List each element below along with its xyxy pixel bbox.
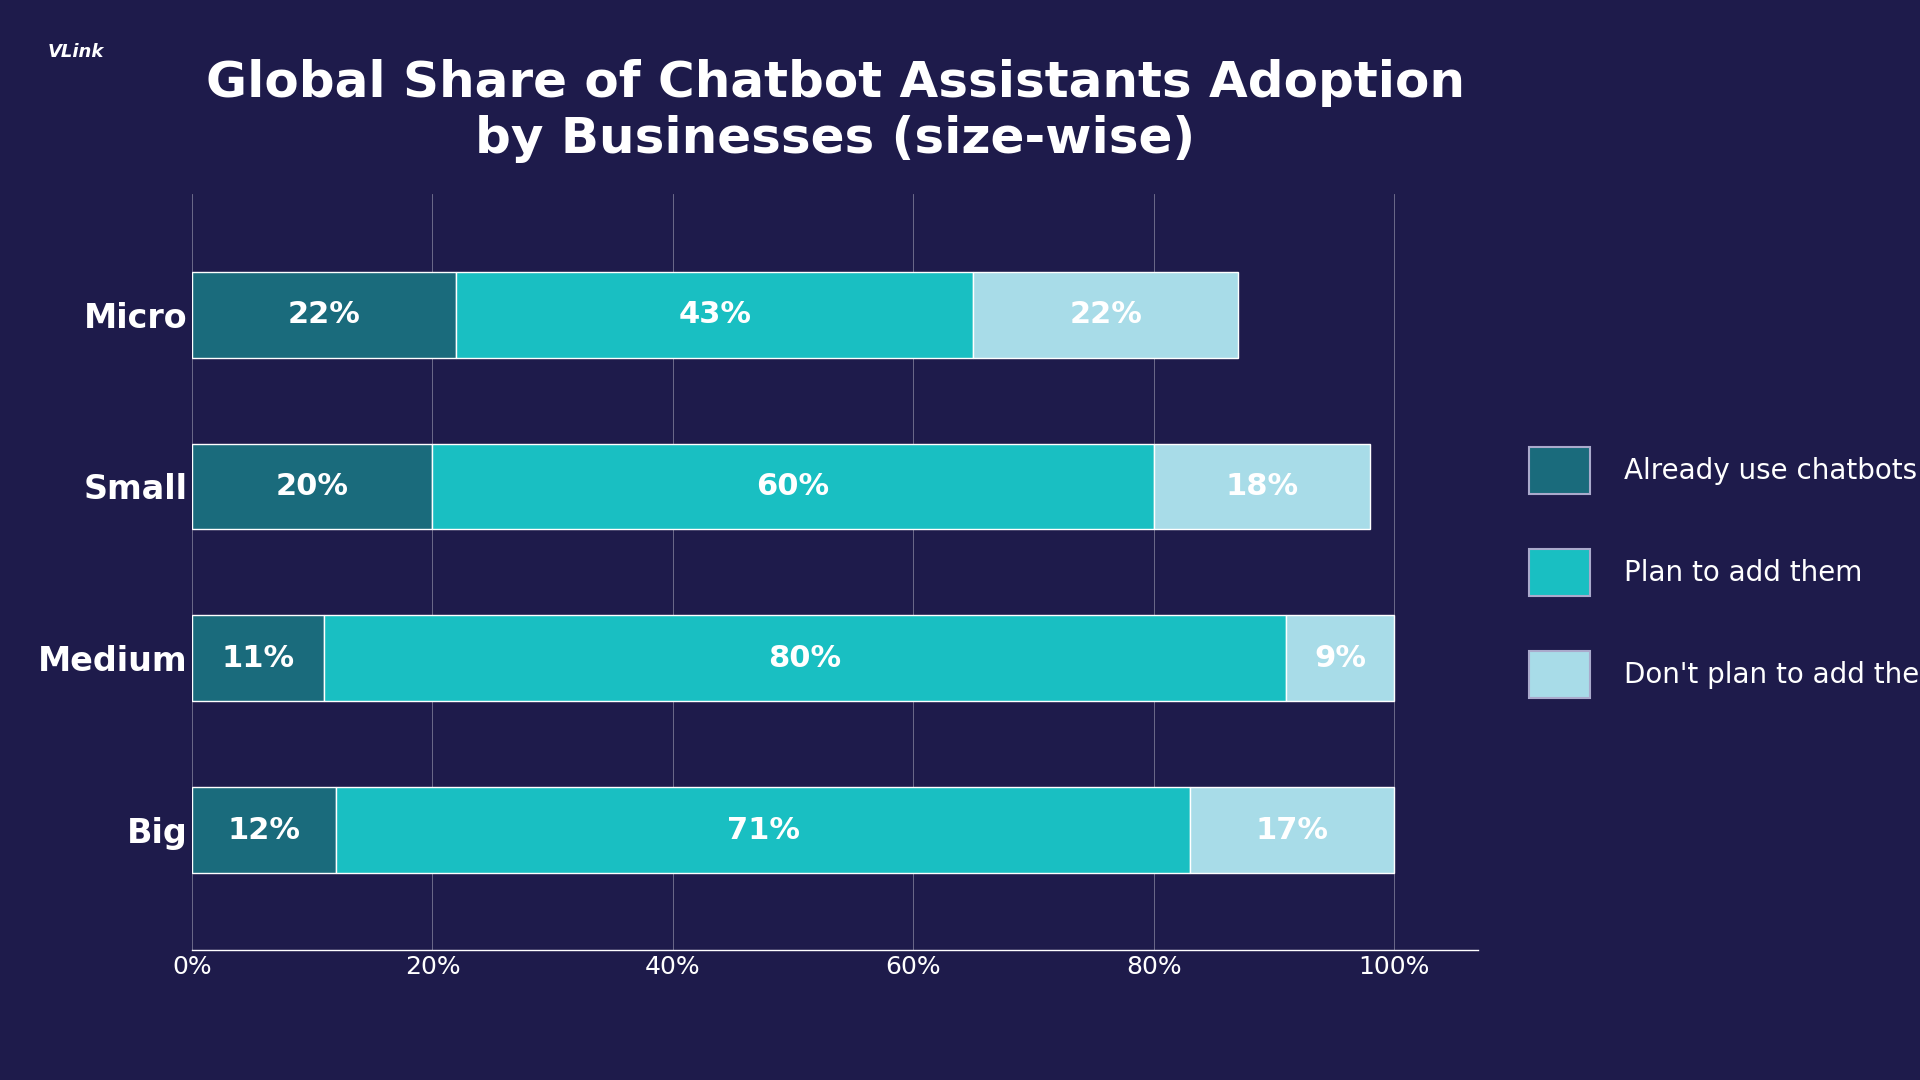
- Bar: [1190, 787, 1394, 873]
- Bar: [1286, 616, 1394, 701]
- Bar: [192, 616, 324, 701]
- Bar: [432, 444, 1154, 529]
- Text: 20%: 20%: [276, 472, 349, 501]
- Text: 9%: 9%: [1313, 644, 1367, 673]
- Text: 43%: 43%: [678, 300, 751, 329]
- Bar: [336, 787, 1190, 873]
- Bar: [324, 616, 1286, 701]
- Text: 22%: 22%: [1069, 300, 1142, 329]
- Text: VLink: VLink: [48, 43, 104, 62]
- Text: 22%: 22%: [288, 300, 361, 329]
- Text: 18%: 18%: [1225, 472, 1298, 501]
- Text: 12%: 12%: [228, 815, 301, 845]
- Text: 80%: 80%: [768, 644, 841, 673]
- Bar: [973, 272, 1238, 357]
- Text: 60%: 60%: [756, 472, 829, 501]
- Legend: Already use chatbots, Plan to add them, Don't plan to add them: Already use chatbots, Plan to add them, …: [1519, 436, 1920, 708]
- Bar: [192, 272, 457, 357]
- Title: Global Share of Chatbot Assistants Adoption
by Businesses (size-wise): Global Share of Chatbot Assistants Adopt…: [205, 59, 1465, 163]
- Bar: [192, 787, 336, 873]
- Text: 71%: 71%: [726, 815, 799, 845]
- Text: 17%: 17%: [1256, 815, 1329, 845]
- Bar: [457, 272, 973, 357]
- Bar: [1154, 444, 1371, 529]
- Bar: [192, 444, 432, 529]
- Text: 11%: 11%: [221, 644, 294, 673]
